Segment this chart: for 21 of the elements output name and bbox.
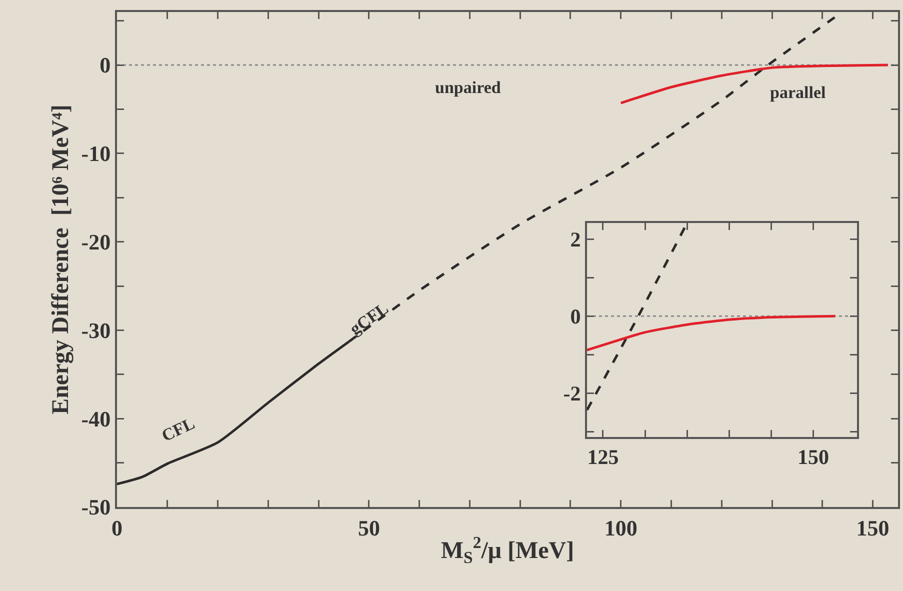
x-tick-label: 100 [604,515,638,540]
y-tick-label: -40 [81,406,111,432]
y-tick-label: -20 [81,230,111,255]
annotation: unpaired [435,78,502,97]
y-tick-label: 0 [570,304,581,328]
y-tick-label: -2 [563,381,581,406]
y-tick-label: -30 [81,318,111,343]
y-tick-label: 2 [570,228,581,252]
y-tick-label: -50 [81,494,111,520]
y-tick-label: -10 [81,141,111,166]
annotation: CFL [158,414,198,446]
x-axis-title: M$_{S}$$^{2}$/μ [MeV] [440,533,574,568]
y-axis-title: Energy Difference [10⁶ MeV⁴] [48,104,74,414]
y-tick-label: 0 [100,52,111,78]
x-tick-label: 150 [798,445,830,470]
annotation: parallel [770,83,826,102]
line-series [620,64,890,104]
x-tick-label: 50 [358,515,380,540]
x-tick-label: 150 [856,515,890,540]
line-series [587,314,836,352]
x-tick-label: 125 [587,445,619,470]
